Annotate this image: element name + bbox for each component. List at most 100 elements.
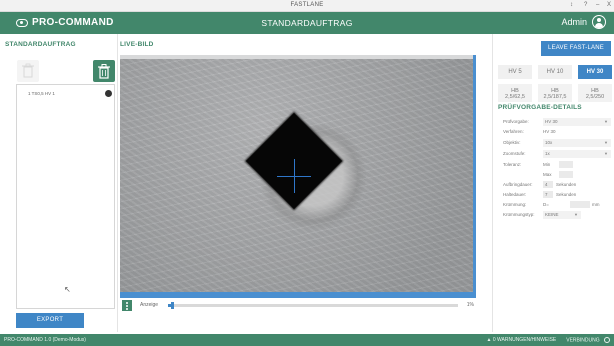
- user-menu[interactable]: Admin: [561, 15, 606, 29]
- eye-logo-icon: [16, 18, 28, 27]
- zoomstufe-row: Zoomstufe: 1x ▼: [503, 150, 611, 158]
- hb-187-line1: HB: [551, 87, 559, 94]
- hb-187-button[interactable]: HB 2,5/187,5: [538, 84, 572, 102]
- toleranz-max-label: Max: [543, 172, 552, 177]
- toleranz-min-row: Toleranz: Min: [503, 161, 611, 169]
- hb-250-line2: 2,5/250: [585, 94, 605, 100]
- zoomstufe-value: 1x: [545, 151, 550, 156]
- crosshair-vertical: [294, 159, 295, 193]
- connection-status[interactable]: VERBINDUNG: [566, 337, 610, 343]
- order-label: 1 TS0,5 HV 1: [28, 91, 55, 96]
- close-icon[interactable]: X: [607, 2, 612, 8]
- image-top-strip: [120, 55, 473, 59]
- leave-fastlane-button[interactable]: LEAVE FAST-LANE: [541, 41, 611, 56]
- anzeige-slider-handle[interactable]: [171, 302, 174, 309]
- delete-all-button[interactable]: [93, 60, 115, 82]
- logo: PRO-COMMAND: [16, 17, 114, 28]
- kruemmungstyp-select[interactable]: KEINE ▼: [543, 211, 581, 219]
- minimize-icon[interactable]: –: [596, 2, 600, 8]
- aufbringdauer-input[interactable]: 4: [543, 181, 553, 188]
- connection-label: VERBINDUNG: [566, 337, 600, 344]
- aufbringdauer-value: 4: [545, 182, 548, 187]
- kruemmungstyp-label: Krümmungstyp:: [503, 212, 535, 217]
- resize-icon[interactable]: ↕: [570, 2, 573, 8]
- aufbringdauer-row: Aufbringdauer: 4 Sekunden: [503, 181, 611, 189]
- haltedauer-label: Haltedauer:: [503, 192, 527, 197]
- warning-icon: ▲: [486, 337, 492, 344]
- page-title: STANDARDAUFTRAG: [261, 18, 353, 28]
- window-titlebar: FASTLANE ↕ ? – X: [0, 0, 614, 12]
- version-label: PRO-COMMAND 1.0 (Demo-Modus): [4, 337, 86, 343]
- live-image-scrollbar[interactable]: [120, 292, 476, 298]
- more-menu-button[interactable]: [122, 300, 132, 311]
- verfahren-value: HV 30: [543, 129, 556, 134]
- toleranz-label: Toleranz:: [503, 162, 522, 167]
- hv30-button[interactable]: HV 30: [578, 65, 612, 79]
- display-bar: Anzeige 1%: [120, 300, 476, 311]
- objektiv-select[interactable]: 10x ▼: [543, 139, 611, 147]
- trash-icon: [98, 64, 110, 79]
- chevron-down-icon: ▼: [604, 140, 608, 145]
- objektiv-value: 10x: [545, 140, 553, 145]
- hb-62-button[interactable]: HB 2,5/62,5: [498, 84, 532, 102]
- anzeige-percent: 1%: [466, 302, 474, 308]
- toleranz-min-input[interactable]: [559, 161, 573, 168]
- delete-disabled-button: [17, 60, 39, 82]
- chevron-down-icon: ▼: [574, 212, 578, 217]
- user-name: Admin: [561, 17, 587, 27]
- status-right: ▲ 0 WARNUNGEN/HINWEISE VERBINDUNG: [486, 337, 610, 343]
- live-image-title: LIVE-BILD: [120, 41, 154, 48]
- left-panel: [0, 34, 118, 332]
- live-image[interactable]: [120, 55, 476, 292]
- anzeige-slider-fill: [168, 304, 172, 307]
- right-panel: [492, 34, 614, 332]
- hb-62-line1: HB: [511, 87, 519, 94]
- hb-187-line2: 2,5/187,5: [543, 94, 567, 100]
- hv10-button[interactable]: HV 10: [538, 65, 572, 79]
- logo-text: PRO-COMMAND: [32, 17, 114, 28]
- warnings-label: 0 WARNUNGEN/HINWEISE: [492, 337, 557, 344]
- connected-check-icon: [604, 337, 610, 343]
- zoomstufe-select[interactable]: 1x ▼: [543, 150, 611, 158]
- app-header: PRO-COMMAND STANDARDAUFTRAG Admin: [0, 12, 614, 34]
- kruemmung-label: Krümmung:: [503, 202, 527, 207]
- chevron-down-icon: ▼: [604, 119, 608, 124]
- kruemmung-unit: mm: [592, 202, 600, 207]
- zoomstufe-label: Zoomstufe:: [503, 151, 526, 156]
- kruemmung-row: Krümmung: D= mm: [503, 201, 611, 209]
- verfahren-row: Verfahren: HV 30: [503, 128, 611, 136]
- window-title: FASTLANE: [290, 2, 324, 8]
- haltedauer-row: Haltedauer: 7 Sekunden: [503, 191, 611, 199]
- hb-62-line2: 2,5/62,5: [505, 94, 525, 100]
- details-title: PRÜFVORGABE-DETAILS: [498, 104, 582, 111]
- help-icon[interactable]: ?: [584, 2, 588, 8]
- pruefvorgabe-row: Prüfvorgabe: HV 30 ▼: [503, 118, 611, 126]
- hv5-button[interactable]: HV 5: [498, 65, 532, 79]
- trash-disabled-icon: [22, 63, 34, 78]
- list-item[interactable]: 1 TS0,5 HV 1: [28, 89, 112, 98]
- left-panel-title: STANDARDAUFTRAG: [5, 41, 76, 48]
- order-list: 1 TS0,5 HV 1 ↖: [16, 84, 115, 309]
- order-status-icon: [105, 90, 112, 97]
- pruefvorgabe-label: Prüfvorgabe:: [503, 119, 529, 124]
- pruefvorgabe-value: HV 30: [545, 119, 558, 124]
- toleranz-max-input[interactable]: [559, 171, 573, 178]
- warnings-link[interactable]: ▲ 0 WARNUNGEN/HINWEISE: [486, 337, 556, 343]
- mouse-pointer-icon: ↖: [64, 285, 71, 294]
- objektiv-row: Objektiv: 10x ▼: [503, 139, 611, 147]
- pruefvorgabe-select[interactable]: HV 30 ▼: [543, 118, 611, 126]
- aufbringdauer-unit: Sekunden: [556, 182, 577, 187]
- kruemmungstyp-row: Krümmungstyp: KEINE ▼: [503, 211, 611, 219]
- hb-250-button[interactable]: HB 2,5/250: [578, 84, 612, 102]
- chevron-down-icon: ▼: [604, 151, 608, 156]
- kruemmung-input[interactable]: [570, 201, 590, 208]
- hb-250-line1: HB: [591, 87, 599, 94]
- export-button[interactable]: EXPORT: [16, 313, 84, 328]
- haltedauer-input[interactable]: 7: [543, 191, 553, 198]
- haltedauer-unit: Sekunden: [556, 192, 577, 197]
- aufbringdauer-label: Aufbringdauer:: [503, 182, 533, 187]
- status-bar: PRO-COMMAND 1.0 (Demo-Modus) ▲ 0 WARNUNG…: [0, 334, 614, 346]
- anzeige-slider[interactable]: [168, 302, 458, 309]
- avatar-icon[interactable]: [592, 15, 606, 29]
- objektiv-label: Objektiv:: [503, 140, 521, 145]
